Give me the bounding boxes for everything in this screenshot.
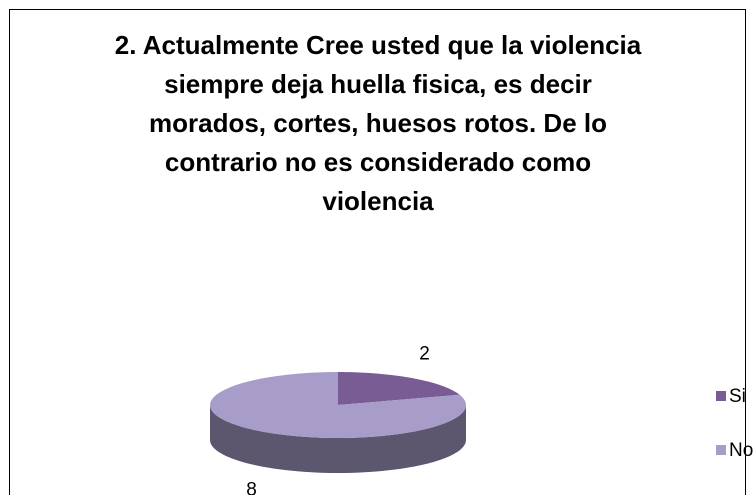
chart-title: 2. Actualmente Cree usted que la violenc… bbox=[114, 30, 642, 216]
legend-label: No bbox=[729, 440, 753, 461]
pie-side bbox=[210, 405, 466, 473]
data-label: 2 bbox=[419, 343, 430, 364]
data-label: 8 bbox=[246, 480, 257, 495]
legend-swatch bbox=[716, 391, 726, 401]
pie-slice bbox=[210, 372, 466, 438]
legend-swatch bbox=[716, 445, 726, 455]
pie-slice bbox=[338, 372, 460, 405]
chart-border bbox=[9, 9, 746, 495]
legend-label: Si bbox=[729, 386, 746, 407]
